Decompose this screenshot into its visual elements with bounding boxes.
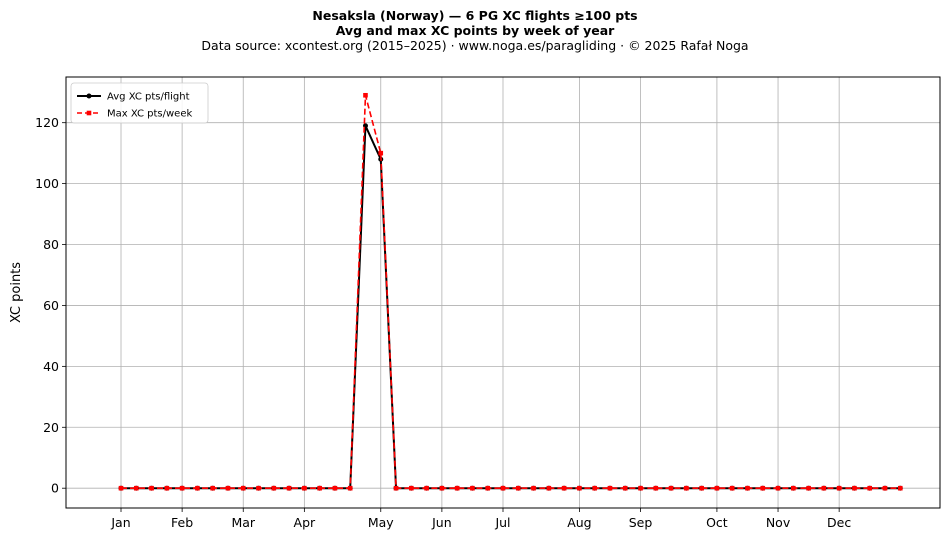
data-point	[729, 485, 735, 491]
data-point	[133, 485, 139, 491]
data-point	[149, 485, 154, 491]
data-point	[775, 485, 781, 491]
grid-layer	[66, 77, 940, 508]
data-point	[500, 485, 506, 491]
data-point	[867, 485, 873, 491]
axis-layer: 0 20 40 60 80 100 120 Jan Feb Mar Apr May Jun Jul Aug S…	[35, 115, 851, 530]
x-tick-label: Oct	[706, 515, 728, 530]
data-point	[745, 485, 750, 491]
series-line	[121, 94, 901, 490]
x-tick-label: Nov	[766, 515, 791, 530]
data-point	[668, 485, 674, 491]
data-point	[286, 485, 292, 491]
x-tick-label: Sep	[629, 515, 653, 530]
legend-marker	[86, 110, 92, 116]
data-point	[638, 485, 643, 491]
data-point	[164, 485, 170, 491]
x-tick-label: Feb	[171, 515, 193, 530]
data-point	[179, 485, 185, 491]
data-point	[561, 485, 567, 491]
chart-title-block: Nesaksla (Norway) — 6 PG XC flights ≥100…	[0, 8, 950, 54]
x-tick-label: Aug	[567, 515, 591, 530]
chart-subtitle: Avg and max XC points by week of year	[335, 23, 615, 38]
legend-box	[70, 82, 209, 124]
data-point	[607, 485, 613, 491]
legend-marker	[86, 93, 92, 99]
data-point	[271, 485, 277, 491]
data-point	[622, 485, 628, 491]
data-point	[454, 485, 460, 491]
y-axis-label: XC points	[9, 262, 24, 323]
data-point	[592, 485, 597, 491]
y-tick-label: 80	[43, 237, 59, 252]
data-point	[852, 485, 857, 491]
data-point	[470, 485, 475, 491]
data-point	[378, 150, 384, 156]
y-tick-label: 20	[43, 420, 59, 435]
data-point	[332, 485, 338, 491]
chart-title: Nesaksla (Norway) — 6 PG XC flights ≥100…	[312, 8, 638, 23]
data-point	[363, 92, 368, 98]
data-point	[684, 485, 689, 491]
series-line	[121, 124, 901, 490]
data-point	[393, 485, 399, 491]
y-tick-label: 40	[43, 359, 59, 374]
data-point	[195, 485, 200, 491]
data-point	[882, 485, 888, 491]
data-point	[240, 485, 246, 491]
legend-label: Max XC pts/week	[107, 109, 192, 120]
data-point	[118, 485, 124, 491]
data-point	[836, 485, 842, 491]
y-tick-label: 60	[43, 298, 59, 313]
legend-label: Avg XC pts/flight	[107, 92, 190, 103]
data-point	[439, 485, 445, 491]
x-tick-label: Apr	[294, 515, 316, 530]
data-point	[653, 485, 659, 491]
x-tick-label: Jul	[494, 515, 510, 530]
y-tick-label: 120	[35, 115, 59, 130]
legend: Avg XC pts/flight Max XC pts/week	[70, 82, 209, 124]
data-point	[699, 485, 704, 491]
data-point	[485, 485, 491, 491]
data-point	[791, 485, 796, 491]
series-avg	[118, 123, 903, 491]
data-point	[409, 485, 414, 491]
data-point	[714, 485, 720, 491]
series-layer	[118, 92, 903, 491]
data-point	[806, 485, 811, 491]
data-point	[347, 485, 353, 491]
data-point	[317, 485, 322, 491]
data-point	[302, 485, 307, 491]
data-point	[424, 485, 429, 491]
x-tick-label: Mar	[231, 515, 255, 530]
data-point	[531, 485, 536, 491]
x-tick-label: Dec	[827, 515, 851, 530]
data-point	[760, 485, 766, 491]
data-point	[515, 485, 521, 491]
x-tick-label: May	[368, 515, 394, 530]
data-point	[821, 485, 827, 491]
data-source-note: Data source: xcontest.org (2015–2025) · …	[201, 38, 749, 53]
data-point	[546, 485, 552, 491]
y-tick-label: 100	[35, 176, 59, 191]
x-tick-label: Jan	[110, 515, 130, 530]
data-point	[256, 485, 261, 491]
series-max	[118, 92, 903, 491]
x-tick-label: Jun	[431, 515, 452, 530]
data-point	[577, 485, 582, 491]
data-point	[897, 485, 903, 491]
y-tick-label: 0	[51, 481, 59, 496]
data-point	[225, 485, 231, 491]
data-point	[210, 485, 215, 491]
